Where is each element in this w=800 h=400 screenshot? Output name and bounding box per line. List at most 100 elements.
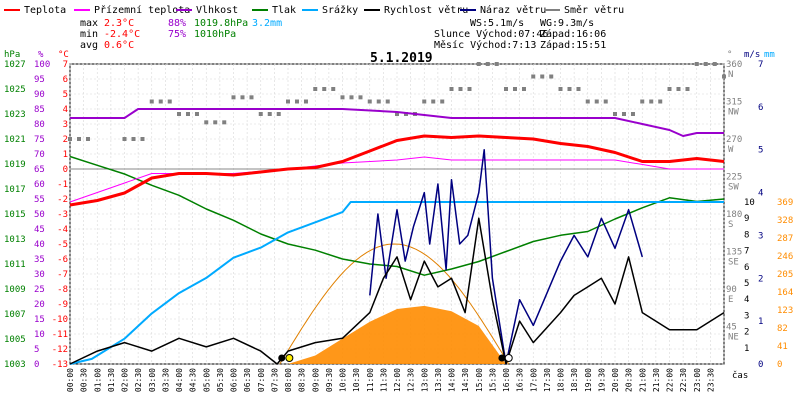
series-direction-marker xyxy=(276,112,281,116)
tick-label-deg: 135 xyxy=(726,248,742,258)
series-humidity xyxy=(70,108,724,137)
stats-min-temp: -2.4°C xyxy=(104,29,140,40)
series-direction-marker xyxy=(585,99,590,104)
tick-label-dir: S xyxy=(728,220,733,230)
tick-label-hpa: 1007 xyxy=(4,310,26,320)
info-wg: WG:9.3m/s xyxy=(540,18,594,29)
tick-label-ms-right: 6 xyxy=(744,263,749,273)
tick-label-mm: 287 xyxy=(777,234,793,244)
series-direction-marker xyxy=(712,62,717,66)
series-direction-marker xyxy=(685,87,690,91)
tick-label-c: 6 xyxy=(63,75,68,85)
tick-label-time: 16:00 xyxy=(502,368,511,392)
series-direction-marker xyxy=(204,120,209,125)
tick-label-ms: 1 xyxy=(758,317,763,327)
tick-label-c: -13 xyxy=(52,360,68,370)
series-direction-marker xyxy=(676,87,681,91)
tick-label-time: 23:00 xyxy=(693,368,702,392)
series-direction-marker xyxy=(131,137,136,141)
info-slunce-zapad: Západ:16:06 xyxy=(540,28,606,40)
stats-avg-label: avg xyxy=(80,40,98,51)
info-mesic-zapad: Západ:15:51 xyxy=(540,39,606,51)
series-direction-marker xyxy=(303,99,308,104)
tick-label-time: 13:00 xyxy=(420,368,429,392)
axis-unit-c: °C xyxy=(58,50,69,60)
tick-label-time: 07:30 xyxy=(270,368,279,392)
series-direction-marker xyxy=(485,62,490,66)
tick-label-pct: 90 xyxy=(34,90,45,100)
tick-label-time: 20:30 xyxy=(625,368,634,392)
tick-label-deg: 180 xyxy=(726,210,742,220)
series-direction-marker xyxy=(349,95,354,100)
tick-label-c: 5 xyxy=(63,90,68,100)
tick-label-mm: 41 xyxy=(777,342,788,352)
tick-label-dir: W xyxy=(728,145,734,155)
series-direction-marker xyxy=(431,99,436,104)
series-direction-marker xyxy=(649,99,654,104)
axis-units: hPa % °C ° m/s mm xyxy=(4,50,775,60)
series-direction-marker xyxy=(694,62,699,66)
series-direction-marker xyxy=(358,95,363,100)
tick-label-time: 09:00 xyxy=(311,368,320,392)
series-sun-arc xyxy=(279,243,510,365)
tick-label-time: 02:00 xyxy=(121,368,130,392)
series-direction-marker xyxy=(140,137,145,141)
tick-label-time: 22:00 xyxy=(666,368,675,392)
tick-label-ms: 2 xyxy=(758,274,763,284)
series-direction-marker xyxy=(630,112,635,116)
tick-label-pct: 75 xyxy=(34,135,45,145)
tick-label-mm: 123 xyxy=(777,306,793,316)
series-direction-marker xyxy=(594,99,599,104)
tick-label-hpa: 1009 xyxy=(4,285,26,295)
series-direction-marker xyxy=(658,99,663,104)
series-direction-marker xyxy=(68,137,72,141)
stats-min-press: 1010hPa xyxy=(194,29,236,40)
axis-unit-deg: ° xyxy=(727,50,732,60)
tick-label-hpa: 1013 xyxy=(4,235,26,245)
tick-label-c: -9 xyxy=(57,300,68,310)
tick-label-ms-right: 1 xyxy=(744,344,749,354)
tick-label-time: 18:30 xyxy=(570,368,579,392)
tick-label-c: 3 xyxy=(63,120,68,130)
series-temperature xyxy=(69,134,725,207)
tick-label-ms-right: 2 xyxy=(744,328,749,338)
tick-label-time: 02:30 xyxy=(134,368,143,392)
tick-label-ms-right: 9 xyxy=(744,214,749,224)
series-direction-marker xyxy=(603,99,608,104)
tick-label-deg: 360 xyxy=(726,60,742,70)
tick-label-pct: 20 xyxy=(34,300,45,310)
legend-label-smer: Směr větru xyxy=(564,4,624,16)
series-direction-marker xyxy=(449,87,454,91)
stats-min-hum: 75% xyxy=(168,29,186,40)
tick-label-pct: 50 xyxy=(34,210,45,220)
series-direction-marker xyxy=(231,95,236,100)
tick-label-c: 2 xyxy=(63,135,68,145)
tick-label-time: 05:00 xyxy=(202,368,211,392)
tick-label-time: 10:00 xyxy=(339,368,348,392)
tick-label-pct: 55 xyxy=(34,195,45,205)
tick-label-time: 09:30 xyxy=(325,368,334,392)
tick-label-ms-right: 7 xyxy=(744,247,749,257)
stats-max-temp: 2.3°C xyxy=(104,18,134,29)
moonset-marker xyxy=(498,354,506,362)
series-direction-marker xyxy=(222,120,227,125)
legend-label-naraz: Náraz větru xyxy=(480,4,546,16)
series-rain xyxy=(69,201,724,365)
series-ground-temp xyxy=(69,156,724,203)
tick-label-time: 22:30 xyxy=(679,368,688,392)
series-direction-marker xyxy=(167,99,172,104)
series-direction-marker xyxy=(621,112,626,116)
series-direction-marker xyxy=(521,87,526,91)
stats-min-label: min xyxy=(80,29,98,40)
stats-max-hum: 88% xyxy=(168,18,186,29)
series-pressure xyxy=(69,155,725,276)
tick-label-ms-right: 4 xyxy=(744,295,749,305)
series-direction-marker xyxy=(258,112,263,116)
axis-unit-mm: mm xyxy=(764,50,775,60)
tick-label-pct: 60 xyxy=(34,180,45,190)
legend: Teplota Přízemní teplota Vlhkost Tlak Sr… xyxy=(4,4,624,16)
tick-label-hpa: 1003 xyxy=(4,360,26,370)
series-direction-marker xyxy=(504,87,508,91)
tick-label-time: 04:00 xyxy=(175,368,184,392)
tick-label-time: 21:00 xyxy=(638,368,647,392)
